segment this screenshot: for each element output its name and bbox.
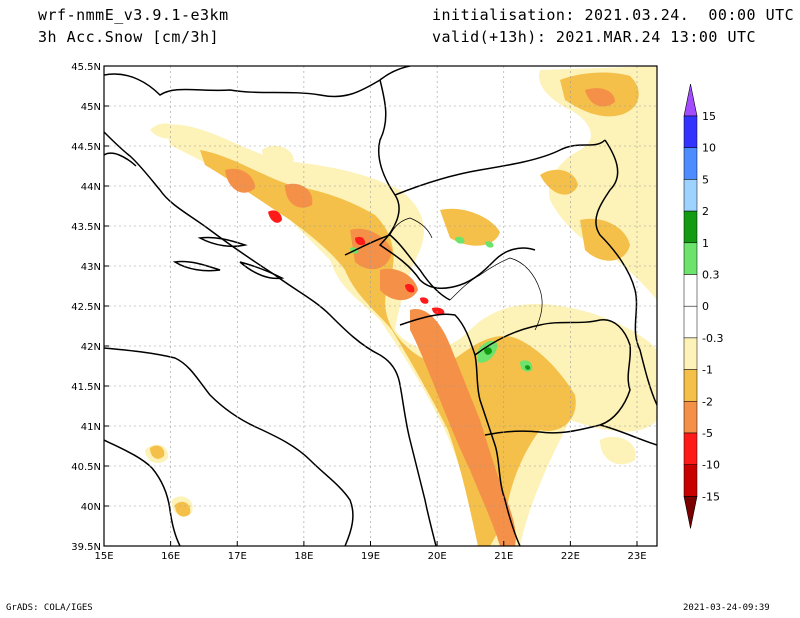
adriatic-coast-west bbox=[104, 347, 354, 546]
lat-tick-label: 41.5N bbox=[71, 382, 101, 393]
greece-border bbox=[599, 424, 657, 446]
colorbar-top-arrow bbox=[683, 83, 698, 117]
colorbar-label: 0.3 bbox=[702, 269, 720, 282]
bosnia-border bbox=[394, 139, 606, 196]
lon-tick-label: 15E bbox=[94, 551, 113, 562]
snow-red-layer bbox=[268, 210, 445, 315]
lon-tick-label: 23E bbox=[627, 551, 646, 562]
lat-tick-label: 42N bbox=[81, 342, 101, 353]
lat-tick-label: 44.5N bbox=[71, 142, 101, 153]
lon-tick-label: 19E bbox=[361, 551, 380, 562]
colorbar-label: -1 bbox=[702, 364, 713, 377]
adriatic-coast-east bbox=[104, 131, 437, 546]
colorbar-label: -5 bbox=[702, 427, 713, 440]
colorbar-swatch bbox=[683, 337, 698, 370]
credit: GrADS: COLA/IGES bbox=[6, 603, 93, 613]
lat-tick-label: 44N bbox=[81, 182, 101, 193]
lat-axis: 45.5N 45N 44.5N 44N 43.5N 43N 42.5N 42N 41.5N 41N… bbox=[71, 62, 109, 553]
variable-title: 3h Acc.Snow [cm/3h] bbox=[38, 28, 220, 46]
snow-field bbox=[145, 66, 657, 546]
balkan-border-north bbox=[104, 66, 411, 98]
lon-tick-label: 21E bbox=[494, 551, 513, 562]
colorbar-label: -15 bbox=[702, 490, 720, 503]
colorbar-swatch bbox=[683, 401, 698, 434]
lon-tick-label: 18E bbox=[294, 551, 313, 562]
lon-tick-label: 22E bbox=[561, 551, 580, 562]
italy-heel bbox=[104, 439, 181, 546]
colorbar-label: 0 bbox=[702, 300, 709, 313]
colorbar-label: -10 bbox=[702, 459, 720, 472]
lat-tick-label: 41N bbox=[81, 422, 101, 433]
colorbar-swatch bbox=[683, 305, 698, 339]
model-title: wrf-nmmE_v3.9.1-e3km bbox=[38, 6, 229, 24]
colorbar-label: 2 bbox=[702, 205, 709, 218]
island-4 bbox=[104, 152, 137, 167]
serbia-border bbox=[378, 79, 536, 290]
colorbar-swatch bbox=[683, 464, 698, 497]
montenegro-inner-border bbox=[389, 217, 433, 239]
colorbar-label: 10 bbox=[702, 142, 716, 155]
valid-time: valid(+13h): 2021.MAR.24 13:00 UTC bbox=[432, 28, 757, 46]
lat-tick-label: 45N bbox=[81, 102, 101, 113]
colorbar-swatch bbox=[683, 242, 698, 275]
lat-tick-label: 42.5N bbox=[71, 302, 101, 313]
colorbar-swatch bbox=[683, 432, 698, 465]
colorbar: 15 10 5 2 1 0.3 0 -0.3 -1 -2 -5 -10 -15 bbox=[683, 83, 723, 529]
init-time: initialisation: 2021.03.24. 00:00 UTC bbox=[432, 6, 795, 24]
colorbar-bottom-arrow bbox=[683, 496, 698, 529]
lon-axis: 15E 16E 17E 18E 19E 20E 21E 22E 23E bbox=[94, 541, 647, 562]
colorbar-swatch bbox=[683, 179, 698, 212]
minor-borders bbox=[389, 217, 543, 331]
colorbar-swatch bbox=[683, 210, 698, 244]
macedonia-border bbox=[474, 319, 632, 436]
lat-tick-label: 40.5N bbox=[71, 462, 101, 473]
island-1 bbox=[197, 236, 248, 248]
lon-tick-label: 16E bbox=[161, 551, 180, 562]
lat-tick-label: 40N bbox=[81, 502, 101, 513]
colorbar-swatch bbox=[683, 115, 698, 148]
lon-tick-label: 20E bbox=[428, 551, 447, 562]
albania-border bbox=[399, 313, 521, 546]
timestamp: 2021-03-24-09:39 bbox=[683, 603, 770, 613]
colorbar-label: 15 bbox=[702, 110, 716, 123]
boundaries bbox=[104, 66, 657, 546]
colorbar-swatch bbox=[683, 274, 698, 307]
lat-tick-label: 43N bbox=[81, 262, 101, 273]
kosovo-border bbox=[449, 257, 543, 331]
lat-tick-label: 45.5N bbox=[71, 62, 101, 73]
colorbar-label: -2 bbox=[702, 395, 713, 408]
colorbar-label: -0.3 bbox=[702, 332, 723, 345]
colorbar-swatch bbox=[683, 369, 698, 402]
lat-tick-label: 43.5N bbox=[71, 222, 101, 233]
lon-tick-label: 17E bbox=[228, 551, 247, 562]
gridlines bbox=[104, 66, 657, 546]
lat-tick-label: 39.5N bbox=[71, 542, 101, 553]
colorbar-swatch bbox=[683, 147, 698, 180]
colorbar-label: 1 bbox=[702, 237, 709, 250]
snow-dkgreen-layer bbox=[484, 347, 531, 370]
island-3 bbox=[239, 261, 285, 280]
east-border bbox=[595, 139, 657, 406]
montenegro-border bbox=[344, 234, 451, 301]
island-2 bbox=[172, 260, 221, 272]
colorbar-label: 5 bbox=[702, 173, 709, 186]
